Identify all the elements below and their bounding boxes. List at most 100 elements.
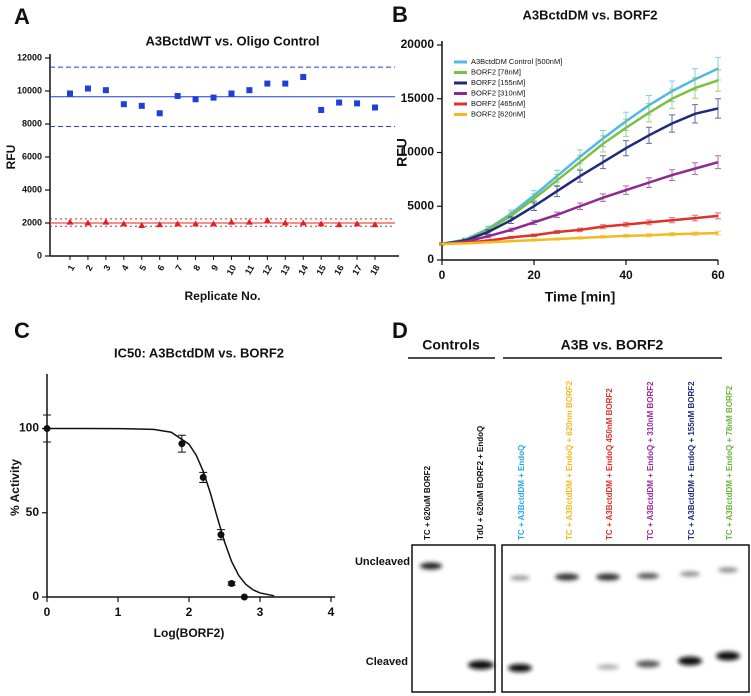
panel-letter: A [14, 4, 30, 29]
chart-title: A3BctdDM vs. BORF2 [522, 7, 657, 22]
x-tick-label: 10 [225, 263, 239, 277]
x-tick-label: 16 [332, 263, 346, 277]
point [264, 80, 271, 87]
series-line [441, 231, 719, 246]
point [282, 80, 289, 87]
chart-title: A3BctdWT vs. Oligo Control [145, 33, 319, 48]
band [637, 573, 659, 579]
x-tick-label: 3 [102, 263, 113, 272]
legend-label: BORF2 [78nM] [471, 67, 521, 76]
point [138, 102, 145, 109]
x-tick-label: 20 [527, 268, 541, 282]
y-axis-label: RFU [394, 138, 410, 167]
y-tick-label: 0 [427, 252, 434, 266]
y-tick-label: 12000 [17, 52, 42, 62]
lane-label: TC + A3BctdDM + EndoQ + 620nm BORF2 [565, 380, 574, 540]
x-tick-label: 40 [619, 268, 633, 282]
point [210, 220, 218, 227]
legend-label: BORF2 [465nM] [471, 99, 525, 108]
y-tick-label: 0 [32, 589, 39, 603]
legend-label: BORF2 [155nM] [471, 78, 525, 87]
point [354, 100, 361, 107]
y-tick-label: 6000 [22, 151, 42, 161]
band [680, 571, 700, 577]
point [299, 219, 307, 226]
x-tick-label: 4 [328, 605, 335, 619]
point [281, 219, 289, 226]
x-tick-label: 60 [711, 268, 725, 282]
lane-label: TC + A3BctdDM + EndoQ 450nM BORF2 [605, 388, 614, 540]
point [318, 106, 325, 113]
panel-letter: D [392, 318, 408, 343]
point [192, 96, 199, 103]
point [102, 218, 110, 225]
band [468, 660, 494, 670]
point [245, 218, 253, 225]
x-tick-label: 18 [368, 263, 382, 277]
x-tick-label: 3 [257, 605, 264, 619]
point [317, 220, 325, 227]
y-tick-label: 10000 [401, 145, 435, 159]
lane-label: TC + A3BctdDM + EndoQ + 78nM BORF2 [725, 385, 734, 540]
series-line [441, 160, 719, 246]
y-tick-label: 15000 [401, 91, 435, 105]
gel-bands [420, 562, 740, 672]
point [228, 580, 236, 588]
point [240, 593, 248, 601]
point [228, 90, 235, 97]
legend-label: BORF2 [310nM] [471, 88, 525, 97]
band [555, 573, 579, 581]
y-tick-label: 2000 [22, 217, 42, 227]
x-tick-label: 2 [186, 605, 193, 619]
point [199, 473, 207, 481]
point [102, 87, 109, 94]
point [178, 440, 186, 448]
point [67, 90, 73, 97]
point [371, 221, 379, 228]
point [227, 218, 235, 225]
series-line [441, 214, 719, 246]
x-axis-label: Time [min] [545, 289, 616, 305]
series-line [441, 107, 719, 246]
point [192, 220, 200, 227]
point [210, 94, 217, 101]
panel-letter: B [392, 2, 408, 27]
legend-label: BORF2 [620nM] [471, 109, 525, 118]
gel-panel [408, 357, 750, 693]
point [217, 531, 225, 539]
point [43, 425, 51, 433]
fit-curve [47, 427, 275, 597]
x-tick-label: 9 [209, 263, 220, 272]
point [174, 220, 182, 227]
band [716, 651, 740, 661]
y-tick-label: 0 [37, 250, 42, 260]
x-tick-label: 0 [44, 605, 51, 619]
lane-label: TdU + 620uM BORF2 + EndoQ [476, 426, 485, 540]
band [636, 660, 660, 668]
point [174, 92, 181, 99]
x-tick-label: 0 [439, 268, 446, 282]
point [156, 110, 163, 117]
band-label: Cleaved [366, 656, 408, 668]
gel-box [501, 544, 750, 693]
x-tick-label: 11 [243, 263, 256, 276]
lane-label: TC + A3BctdDM + EndoQ [517, 445, 526, 540]
point [246, 87, 253, 94]
x-tick-label: 6 [155, 263, 166, 272]
point [263, 217, 271, 224]
y-tick-label: 5000 [407, 198, 434, 212]
point [84, 219, 92, 226]
band [718, 567, 738, 573]
x-tick-label: 5 [137, 263, 148, 272]
y-axis-label: % Activity [8, 459, 22, 516]
band [597, 664, 619, 670]
chart-title: IC50: A3BctdDM vs. BORF2 [114, 345, 284, 360]
x-tick-label: 1 [66, 263, 77, 272]
x-tick-label: 15 [314, 263, 328, 277]
legend-label: A3BctdDM Control [500nM] [471, 57, 562, 66]
x-tick-label: 7 [173, 263, 184, 272]
lane-label: TC + 620uM BORF2 [423, 465, 432, 540]
x-axis-label: Log(BORF2) [154, 626, 225, 640]
point [156, 221, 164, 228]
